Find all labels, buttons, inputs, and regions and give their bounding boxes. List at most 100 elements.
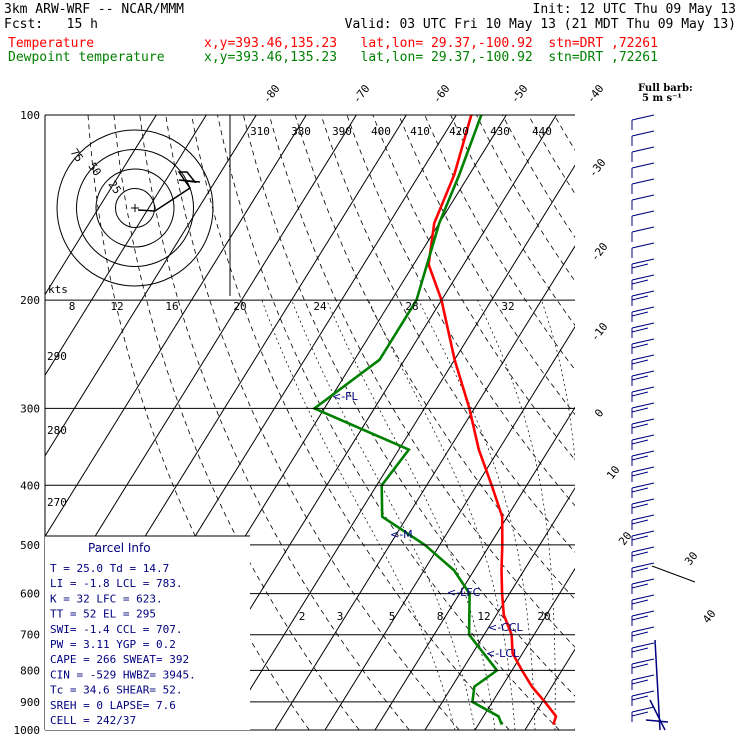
wind-barb-flag [631,295,649,301]
wind-barb-flag [631,610,655,617]
wind-barb-flag [631,338,655,345]
level-annotation: <-LCL [486,647,520,660]
theta-label: 380 [291,125,311,138]
header-line1-right: Init: 12 UTC Thu 09 May 13 [532,2,737,17]
theta-e-label: 270 [47,496,67,509]
hodograph-label: 25 [106,178,124,196]
theta-label: 410 [410,125,430,138]
theta-e-label: 280 [47,424,67,437]
wind-barb-flag [631,423,649,429]
dry-adiabat [424,115,575,371]
dewpoint-profile [311,115,504,726]
dry-adiabat [320,115,575,553]
isotherm-line [224,164,575,730]
wind-barb-flag [631,642,655,649]
wind-barb-flag [631,210,655,217]
wind-barb-flag [631,439,649,445]
theta-label: 430 [490,125,510,138]
isotherm-label: 10 [604,463,622,481]
isotherm-line [374,406,575,730]
wind-barb-flag [631,162,655,169]
speed-label: 12 [110,300,123,313]
parcel-info-box [45,536,250,730]
wind-barb-flag [631,599,649,605]
parcel-info-row: PW = 3.11 YGP = 0.2 [50,638,176,651]
isotherm-line [45,115,207,377]
wind-barb-flag [631,322,655,329]
mixing-ratio-label: 12 [477,610,490,623]
isotherm-line [45,115,357,619]
barb-separator [651,565,696,583]
speed-label: 28 [405,300,418,313]
header-line2-right: Valid: 03 UTC Fri 10 May 13 (21 MDT Thu … [344,17,736,32]
wind-barb-flag [631,487,649,493]
dry-adiabat [502,115,575,239]
dry-adiabat [553,115,575,151]
wind-barb-flag [631,391,649,397]
speed-label: 8 [69,300,76,313]
temperature-legend-info: x,y=393.46,135.23 lat,lon= 29.37,-100.92… [204,36,658,51]
wind-barb-flag [631,434,655,441]
mixing-ratio-label: 20 [537,610,550,623]
dewpoint-legend-info: x,y=393.46,135.23 lat,lon= 29.37,-100.92… [204,50,658,65]
wind-barb-flag [631,274,655,281]
isotherm-label: -30 [586,156,608,180]
isotherm-label: -40 [584,82,606,106]
wind-barb-flag [631,178,655,185]
wind-barb-flag [631,562,655,569]
wind-barb-flag [631,482,655,489]
wind-barb-flag [631,706,655,713]
moist-adiabat [541,299,575,730]
wind-barb-flag [631,679,649,685]
level-annotation: <-FL [332,390,359,403]
isobar-label: 600 [20,588,40,601]
dry-adiabat [346,115,575,507]
wind-barb-flag [631,354,655,361]
wind-barb-flag [631,386,655,393]
hodograph-label: kts [48,283,68,296]
hodograph-ring [115,188,155,228]
wind-barb-flag [631,258,655,265]
dry-adiabat [139,115,410,730]
level-annotation: <-CCL [488,621,524,634]
wind-barb-flag [631,530,655,537]
temperature-legend-label: Temperature [8,36,95,51]
wind-barb-flag [631,498,655,505]
wind-barb-flag [631,455,649,461]
isobar-label: 1000 [14,724,41,737]
wind-barb-flag [631,114,655,121]
wind-barb-flag [631,370,655,377]
wind-barb-flag [631,658,655,665]
wind-barb-flag [631,311,649,317]
isotherm-line [45,115,307,538]
hodograph-label: 50 [86,160,104,178]
wind-barb-flag [631,583,649,589]
isotherm-label: 20 [616,529,634,547]
wind-barb-flag [631,146,655,153]
isotherm-line [574,729,575,730]
isotherm-line [424,487,575,730]
dry-adiabat [294,115,575,600]
wind-barb-flag [631,615,649,621]
speed-label: 32 [501,300,514,313]
isotherm-line [324,325,575,730]
isotherm-line [675,115,740,730]
speed-label: 24 [313,300,327,313]
dry-adiabat [165,115,460,730]
wind-barb-flag [631,242,655,249]
hodograph-trace [137,171,201,212]
parcel-info-row: LI = -1.8 LCL = 783. [50,577,182,590]
wind-barb-flag [631,375,649,381]
isobar-label: 700 [20,629,40,642]
wind-barb-flag [631,306,655,313]
wind-barb-flag [631,279,649,285]
theta-label: 420 [449,125,469,138]
wind-barb-flag [631,546,655,553]
wind-barb-flag [631,647,649,653]
header-line1-left: 3km ARW-WRF -- NCAR/MMM [4,2,185,17]
wind-barb-flag [631,594,655,601]
wind-barb-flag [631,711,649,717]
wind-barb-flag [631,226,655,233]
wind-barb-flag [631,402,655,409]
wind-barb-flag [631,343,649,349]
